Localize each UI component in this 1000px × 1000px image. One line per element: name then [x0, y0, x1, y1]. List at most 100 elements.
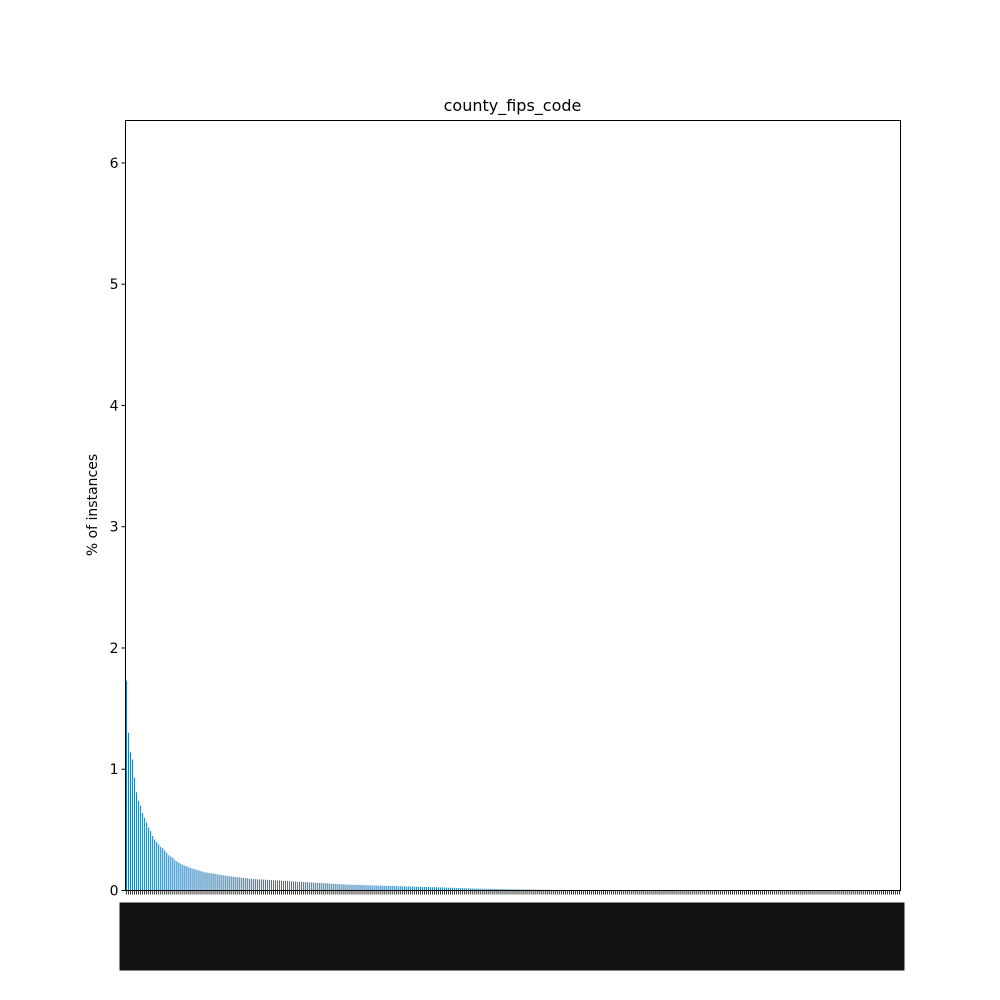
- bar: [260, 879, 262, 891]
- bar: [168, 855, 170, 891]
- bar: [518, 889, 520, 891]
- bar: [510, 889, 512, 891]
- bar: [411, 886, 413, 891]
- bar: [480, 888, 482, 891]
- bar: [325, 883, 327, 891]
- bar: [524, 889, 526, 891]
- bar: [162, 848, 164, 891]
- bar: [202, 871, 204, 891]
- bar: [244, 878, 246, 891]
- bar: [212, 873, 214, 891]
- bar: [285, 880, 287, 891]
- bar: [132, 759, 134, 891]
- bar: [335, 883, 337, 891]
- bar: [309, 882, 311, 891]
- bar: [196, 869, 198, 891]
- bar: [140, 805, 142, 891]
- bar: [172, 857, 174, 891]
- bar: [323, 883, 325, 891]
- bar: [182, 865, 184, 891]
- bar: [224, 875, 226, 891]
- bar: [448, 887, 450, 891]
- bar: [232, 876, 234, 891]
- bar: [436, 887, 438, 891]
- bar: [268, 879, 270, 891]
- bar: [248, 878, 250, 891]
- bar: [176, 861, 178, 891]
- bar: [442, 887, 444, 891]
- y-tick-label: 3: [110, 520, 119, 536]
- bar: [146, 822, 148, 891]
- bar: [419, 886, 421, 891]
- bar: [218, 874, 220, 891]
- bar: [188, 867, 190, 891]
- bar: [299, 881, 301, 891]
- bar: [486, 888, 488, 891]
- bar: [516, 889, 518, 891]
- bar: [156, 842, 158, 891]
- y-tick-label: 5: [110, 277, 119, 293]
- bar: [522, 889, 524, 891]
- bar: [458, 887, 460, 891]
- bar: [391, 886, 393, 891]
- bar: [126, 680, 128, 891]
- bar: [144, 817, 146, 891]
- bar: [250, 878, 252, 891]
- bar: [293, 881, 295, 891]
- bar: [377, 885, 379, 891]
- bar: [272, 880, 274, 891]
- bar: [353, 884, 355, 891]
- bar: [327, 883, 329, 891]
- bar: [222, 875, 224, 891]
- bar: [389, 885, 391, 891]
- bar: [383, 885, 385, 891]
- bar: [148, 827, 150, 891]
- bar: [281, 880, 283, 891]
- bar: [462, 888, 464, 891]
- bar: [403, 886, 405, 891]
- bar: [158, 844, 160, 891]
- bar: [385, 885, 387, 891]
- bar: [492, 888, 494, 891]
- bar: [276, 880, 278, 891]
- bar: [478, 888, 480, 891]
- bar: [365, 885, 367, 891]
- bar: [512, 889, 514, 891]
- bar: [433, 887, 435, 891]
- bar: [329, 883, 331, 891]
- bar: [180, 863, 182, 891]
- bar: [130, 752, 132, 891]
- bar: [464, 888, 466, 891]
- y-axis-ticks: 0 1 2 3 4 5 6: [110, 156, 126, 900]
- bar: [502, 889, 504, 891]
- bar: [236, 877, 238, 891]
- bars-group: [126, 680, 900, 891]
- bar: [349, 884, 351, 891]
- bar: [488, 888, 490, 891]
- bar: [359, 885, 361, 891]
- bar: [246, 878, 248, 891]
- bar: [454, 887, 456, 891]
- bar: [476, 888, 478, 891]
- bar: [504, 889, 506, 891]
- bar: [242, 877, 244, 891]
- chart-title: county_fips_code: [444, 96, 582, 116]
- bar: [355, 884, 357, 891]
- bar: [381, 885, 383, 891]
- bar: [496, 888, 498, 891]
- bar: [305, 882, 307, 891]
- bar: [208, 872, 210, 891]
- bar: [278, 880, 280, 891]
- bar: [363, 885, 365, 891]
- bar: [228, 876, 230, 891]
- bar: [401, 886, 403, 891]
- bar: [291, 881, 293, 891]
- bar: [357, 884, 359, 891]
- bar: [170, 856, 172, 891]
- bar: [425, 886, 427, 891]
- bar: [367, 885, 369, 891]
- bar: [421, 886, 423, 891]
- bar: [399, 886, 401, 891]
- bar: [520, 889, 522, 891]
